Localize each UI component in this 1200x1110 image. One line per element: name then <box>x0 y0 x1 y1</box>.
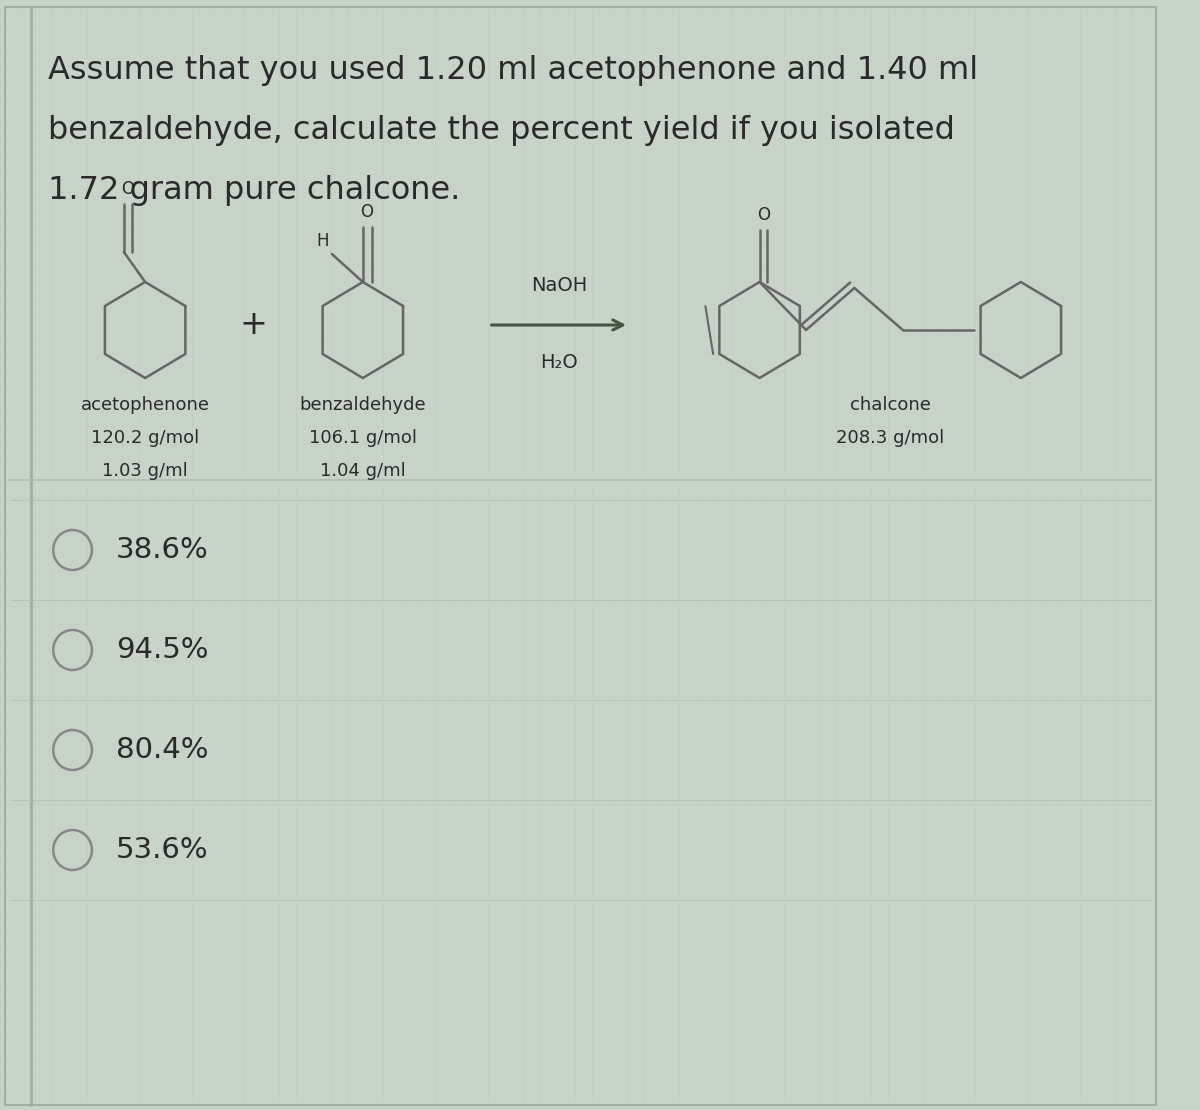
Text: 1.03 g/ml: 1.03 g/ml <box>102 462 188 480</box>
Text: +: + <box>240 309 268 342</box>
Text: O: O <box>757 206 770 224</box>
Text: H: H <box>316 232 329 250</box>
Text: 94.5%: 94.5% <box>116 636 209 664</box>
Text: 208.3 g/mol: 208.3 g/mol <box>836 428 944 447</box>
Text: 1.72 gram pure chalcone.: 1.72 gram pure chalcone. <box>48 175 461 206</box>
Text: benzaldehyde, calculate the percent yield if you isolated: benzaldehyde, calculate the percent yiel… <box>48 115 955 147</box>
Text: O: O <box>360 203 373 221</box>
Text: 1.04 g/ml: 1.04 g/ml <box>320 462 406 480</box>
Text: O: O <box>121 180 134 198</box>
Text: chalcone: chalcone <box>850 396 931 414</box>
Text: 120.2 g/mol: 120.2 g/mol <box>91 428 199 447</box>
Text: H₂O: H₂O <box>540 353 577 372</box>
Text: benzaldehyde: benzaldehyde <box>300 396 426 414</box>
Text: 53.6%: 53.6% <box>116 836 209 864</box>
Text: 38.6%: 38.6% <box>116 536 209 564</box>
Text: 106.1 g/mol: 106.1 g/mol <box>308 428 416 447</box>
Text: Assume that you used 1.20 ml acetophenone and 1.40 ml: Assume that you used 1.20 ml acetophenon… <box>48 56 978 85</box>
Text: acetophenone: acetophenone <box>80 396 210 414</box>
Text: NaOH: NaOH <box>530 276 587 295</box>
Text: 80.4%: 80.4% <box>116 736 209 764</box>
